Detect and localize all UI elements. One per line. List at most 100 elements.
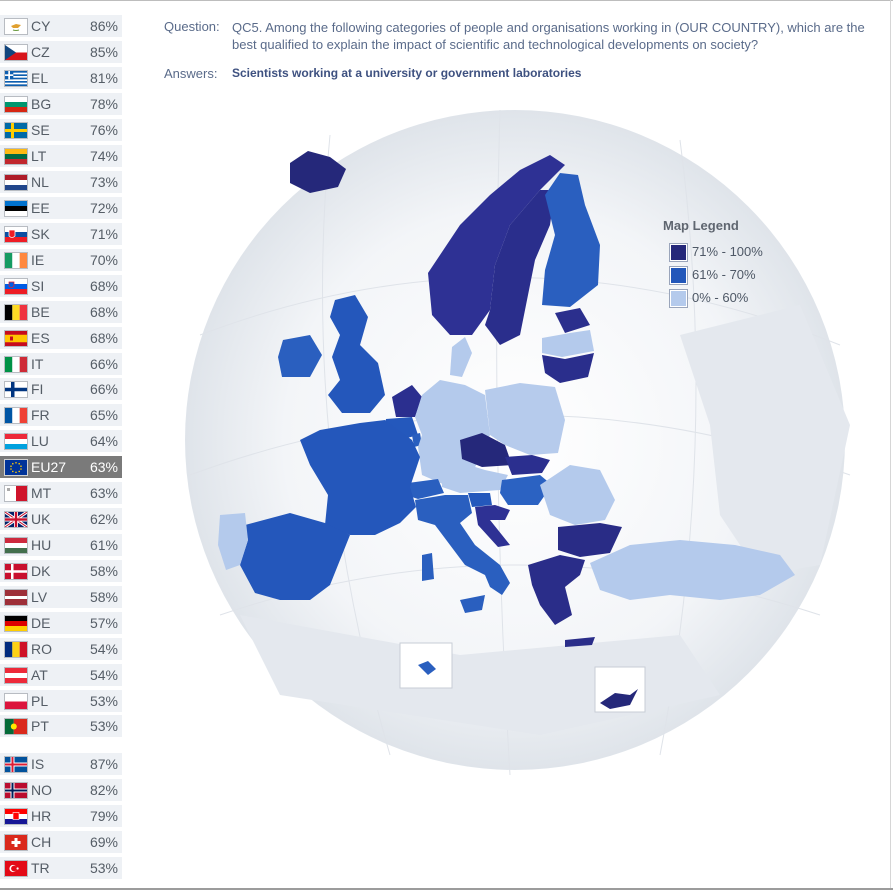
country-code: IS (31, 756, 45, 772)
netherlands-flag-icon (5, 175, 27, 190)
country-code: RO (31, 641, 52, 657)
country-row-ch: CH 69% (0, 831, 122, 853)
denmark-flag-icon (5, 564, 27, 579)
country-percent: 85% (89, 44, 118, 60)
country-row-nl: NL 73% (0, 171, 122, 193)
legend-item-mid: 61% - 70% (663, 264, 803, 287)
country-percent: 53% (89, 860, 118, 876)
spain-flag-icon (5, 331, 27, 346)
region-slovakia (505, 455, 550, 475)
country-row-ro: RO 54% (0, 638, 122, 660)
country-row-ee: EE 72% (0, 197, 122, 219)
region-iceland (290, 151, 346, 193)
estonia-flag-icon (5, 201, 27, 216)
country-row-tr: TR 53% (0, 857, 122, 879)
germany-flag-icon (5, 616, 27, 631)
country-code: DK (31, 563, 51, 579)
legend-label: 0% - 60% (692, 290, 749, 305)
country-code: SE (31, 122, 50, 138)
country-row-fi: FI 66% (0, 378, 122, 400)
country-percent: 58% (89, 589, 118, 605)
country-percent: 54% (89, 641, 118, 657)
country-code: PT (31, 718, 49, 734)
country-code: EL (31, 70, 49, 86)
country-row-de: DE 57% (0, 612, 122, 634)
country-code: ES (31, 330, 50, 346)
country-row-hu: HU 61% (0, 534, 122, 556)
country-percent: 87% (89, 756, 118, 772)
region-cyprus (600, 689, 638, 709)
country-row-bg: BG 78% (0, 93, 122, 115)
luxembourg-flag-icon (5, 434, 27, 449)
country-percent: 61% (89, 537, 118, 553)
country-percent: 66% (89, 381, 118, 397)
region-denmark (450, 337, 472, 377)
country-code: CY (31, 18, 51, 34)
country-row-sk: SK 71% (0, 223, 122, 245)
map-legend: Map Legend 71% - 100% 61% - 70% 0% - 60% (663, 218, 803, 310)
legend-label: 61% - 70% (692, 267, 756, 282)
country-percent: 71% (89, 226, 118, 242)
country-code: FI (31, 381, 44, 397)
region-bulgaria (558, 523, 622, 557)
region-romania (540, 465, 615, 525)
country-code: SI (31, 278, 45, 294)
region-slovenia (468, 493, 492, 507)
country-row-es: ES 68% (0, 327, 122, 349)
country-percent: 68% (89, 278, 118, 294)
country-percent: 62% (89, 511, 118, 527)
eu-flag-icon (5, 460, 27, 475)
legend-title: Map Legend (663, 218, 739, 233)
country-code: NO (31, 782, 52, 798)
country-code: NL (31, 174, 49, 190)
hungary-flag-icon (5, 538, 27, 553)
country-code: AT (31, 667, 48, 683)
region-finland (542, 173, 600, 307)
country-code: CH (31, 834, 52, 850)
country-percent: 70% (89, 252, 118, 268)
question-text: QC5. Among the following categories of p… (232, 20, 865, 52)
region-czech (460, 433, 512, 467)
country-row-eu27: EU27 63% (0, 456, 122, 478)
country-row-lt: LT 74% (0, 145, 122, 167)
region-lithuania (542, 353, 594, 383)
region-netherlands (392, 385, 422, 417)
country-row-dk: DK 58% (0, 560, 122, 582)
region-estonia (555, 308, 590, 333)
region-latvia (542, 330, 594, 357)
country-code: DE (31, 615, 51, 631)
region-uk (328, 295, 385, 413)
country-row-si: SI 68% (0, 275, 122, 297)
region-ireland (278, 335, 322, 377)
lithuania-flag-icon (5, 149, 27, 164)
country-code: BG (31, 96, 52, 112)
country-percent: 57% (89, 615, 118, 631)
answers-text: Scientists working at a university or go… (232, 66, 582, 80)
region-malta (418, 661, 436, 675)
country-percent: 58% (89, 563, 118, 579)
region-france (300, 420, 420, 535)
country-percent: 65% (89, 407, 118, 423)
country-percent: 53% (89, 693, 118, 709)
country-code: SK (31, 226, 50, 242)
country-row-it: IT 66% (0, 353, 122, 375)
country-row-mt: MT 63% (0, 482, 122, 504)
country-percent: 76% (89, 122, 118, 138)
country-code: MT (31, 485, 52, 501)
legend-item-high: 71% - 100% (663, 241, 803, 264)
country-percent: 54% (89, 667, 118, 683)
country-percent: 63% (89, 485, 118, 501)
country-row-be: BE 68% (0, 301, 122, 323)
legend-swatch (670, 290, 687, 307)
bulgaria-flag-icon (5, 97, 27, 112)
region-poland (485, 383, 565, 455)
poland-flag-icon (5, 694, 27, 709)
frame-bottom-line (0, 888, 893, 890)
country-code: LT (31, 148, 47, 164)
region-sweden (485, 190, 555, 345)
belgium-flag-icon (5, 305, 27, 320)
croatia-flag-icon (5, 809, 27, 824)
country-percent: 63% (89, 459, 118, 475)
romania-flag-icon (5, 642, 27, 657)
portugal-flag-icon (5, 719, 27, 734)
